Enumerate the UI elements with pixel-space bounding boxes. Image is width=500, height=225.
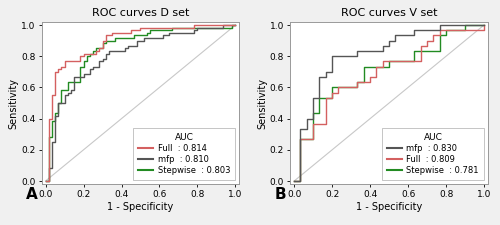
Y-axis label: Sensitivity: Sensitivity (8, 78, 18, 128)
Title: ROC curves V set: ROC curves V set (341, 8, 438, 18)
Legend: mfp  : 0.830, Full  : 0.809, Stepwise  : 0.781: mfp : 0.830, Full : 0.809, Stepwise : 0.… (382, 128, 484, 180)
X-axis label: 1 - Specificity: 1 - Specificity (356, 202, 422, 212)
Text: B: B (275, 187, 286, 202)
Title: ROC curves D set: ROC curves D set (92, 8, 189, 18)
X-axis label: 1 - Specificity: 1 - Specificity (108, 202, 174, 212)
Y-axis label: Sensitivity: Sensitivity (257, 78, 267, 128)
Legend: Full  : 0.814, mfp  : 0.810, Stepwise  : 0.803: Full : 0.814, mfp : 0.810, Stepwise : 0.… (134, 128, 235, 180)
Text: A: A (26, 187, 38, 202)
